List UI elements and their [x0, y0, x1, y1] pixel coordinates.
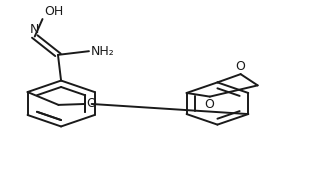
Text: O: O: [86, 97, 96, 110]
Text: NH₂: NH₂: [91, 45, 114, 58]
Text: N: N: [30, 23, 39, 36]
Text: O: O: [235, 60, 245, 73]
Text: OH: OH: [44, 5, 63, 18]
Text: O: O: [204, 98, 214, 111]
